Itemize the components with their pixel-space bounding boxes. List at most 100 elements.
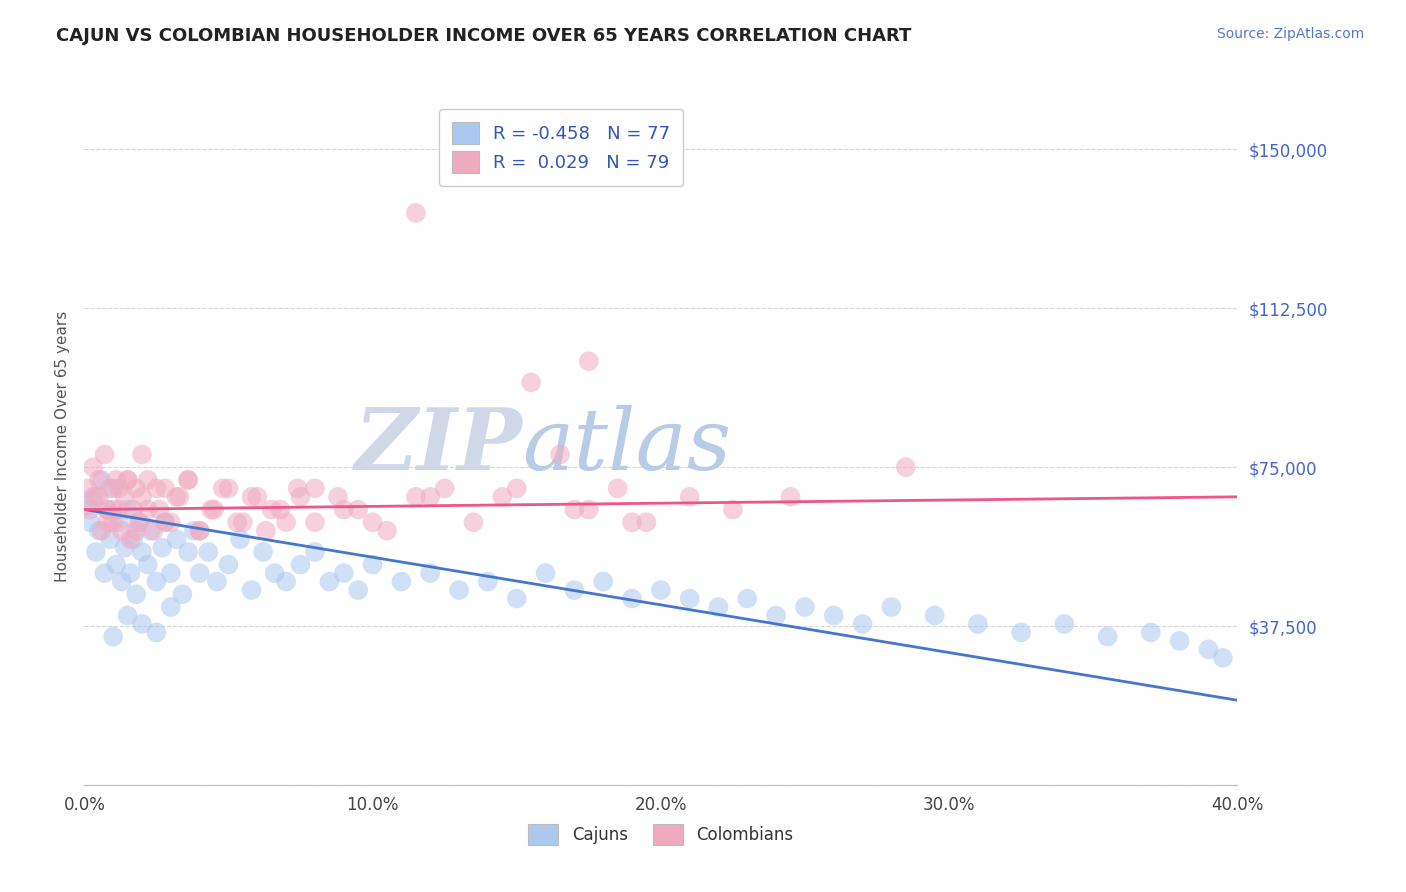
Point (117, 473, 139, 487)
Point (419, 566, 441, 581)
Point (108, 482, 131, 496)
Point (287, 482, 309, 496)
Point (260, 502, 283, 516)
Point (548, 447, 571, 462)
Point (211, 482, 233, 496)
Point (120, 532, 142, 546)
Point (125, 587, 148, 601)
Point (218, 558, 240, 572)
Point (105, 473, 128, 487)
Point (391, 574, 413, 589)
Point (1010, 625, 1032, 640)
Point (93, 447, 115, 462)
Point (87, 524, 110, 538)
Point (128, 515, 150, 529)
Point (707, 599, 730, 614)
Point (318, 574, 340, 589)
Point (150, 541, 173, 555)
Point (419, 490, 441, 504)
Point (125, 482, 148, 496)
Point (679, 591, 702, 606)
Point (117, 502, 139, 516)
Point (506, 482, 529, 496)
Point (578, 502, 600, 516)
Point (76, 498, 98, 512)
Point (87, 473, 110, 487)
Legend: Cajuns, Colombians: Cajuns, Colombians (522, 818, 800, 851)
Point (232, 515, 254, 529)
Point (188, 524, 211, 538)
Point (160, 599, 183, 614)
Point (177, 473, 200, 487)
Point (205, 574, 228, 589)
Point (361, 515, 384, 529)
Point (578, 354, 600, 368)
Point (650, 583, 672, 598)
Point (153, 515, 176, 529)
Point (136, 473, 159, 487)
Point (145, 482, 167, 496)
Point (240, 490, 263, 504)
Point (90, 524, 112, 538)
Point (131, 617, 153, 632)
Point (114, 541, 136, 555)
Point (606, 482, 628, 496)
Point (103, 502, 124, 516)
Point (128, 515, 150, 529)
Text: CAJUN VS COLOMBIAN HOUSEHOLDER INCOME OVER 65 YEARS CORRELATION CHART: CAJUN VS COLOMBIAN HOUSEHOLDER INCOME OV… (56, 27, 911, 45)
Point (177, 545, 200, 559)
Point (477, 574, 499, 589)
Point (96, 502, 118, 516)
Point (1140, 625, 1163, 640)
Point (177, 473, 200, 487)
Point (326, 490, 349, 504)
Point (852, 617, 875, 632)
Point (142, 524, 165, 538)
Point (333, 502, 356, 516)
Point (967, 617, 990, 632)
Point (117, 608, 139, 623)
Point (534, 566, 557, 581)
Point (122, 532, 145, 546)
Point (290, 490, 312, 504)
Point (166, 532, 188, 546)
Point (90, 473, 112, 487)
Point (564, 502, 586, 516)
Point (93, 566, 115, 581)
Point (131, 490, 153, 504)
Point (520, 376, 543, 390)
Point (636, 515, 658, 529)
Point (131, 447, 153, 462)
Point (105, 558, 128, 572)
Point (679, 490, 702, 504)
Point (136, 502, 159, 516)
Point (108, 515, 131, 529)
Point (172, 587, 194, 601)
Point (103, 482, 124, 496)
Point (794, 599, 817, 614)
Point (621, 515, 644, 529)
Point (125, 524, 148, 538)
Point (139, 524, 162, 538)
Point (240, 583, 263, 598)
Point (304, 482, 326, 496)
Point (621, 591, 644, 606)
Point (98, 532, 121, 546)
Point (263, 566, 285, 581)
Point (1198, 642, 1220, 657)
Point (433, 482, 456, 496)
Point (880, 599, 903, 614)
Point (160, 515, 183, 529)
Point (347, 502, 370, 516)
Point (1212, 651, 1234, 665)
Point (290, 558, 312, 572)
Point (823, 608, 845, 623)
Point (120, 566, 142, 581)
Point (122, 502, 145, 516)
Point (449, 583, 471, 598)
Point (924, 608, 946, 623)
Point (1168, 633, 1191, 648)
Point (737, 591, 759, 606)
Point (304, 515, 326, 529)
Point (1053, 617, 1076, 632)
